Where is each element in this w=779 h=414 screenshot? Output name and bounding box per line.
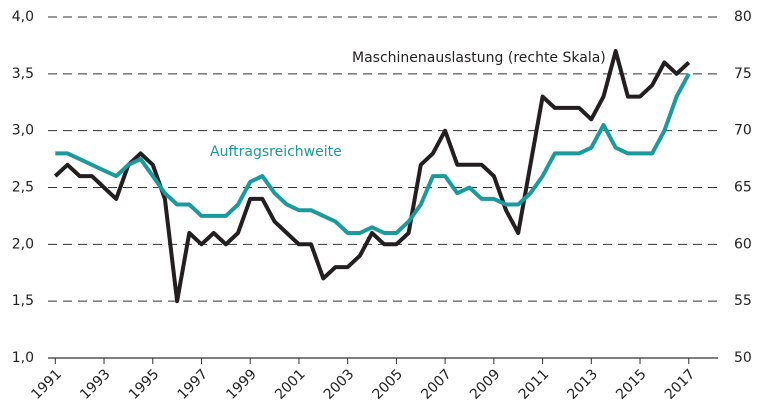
y-tick-label: 2,5	[12, 180, 34, 196]
x-tick-label: 2007	[418, 366, 455, 403]
x-tick-label: 2013	[564, 366, 601, 403]
y-tick-label: 1,5	[12, 293, 34, 309]
x-tick-label: 2015	[613, 366, 650, 403]
y-tick-label: 2,0	[12, 236, 34, 252]
x-tick-label: 1995	[126, 366, 163, 403]
y2-tick-label: 80	[734, 9, 752, 25]
x-tick-label: 2017	[662, 366, 699, 403]
x-tick-label: 1993	[77, 366, 114, 403]
y2-tick-label: 60	[734, 236, 752, 252]
y2-tick-label: 75	[734, 66, 752, 82]
y-tick-label: 3,0	[12, 123, 34, 139]
series-label: Maschinenauslastung (rechte Skala)	[352, 50, 606, 66]
x-tick-label: 2003	[321, 366, 358, 403]
y2-tick-label: 65	[734, 180, 752, 196]
series-line	[55, 72, 691, 235]
y-tick-label: 3,5	[12, 66, 34, 82]
y2-tick-label: 55	[734, 293, 752, 309]
x-tick-label: 1991	[28, 366, 65, 403]
series-line	[53, 49, 691, 304]
y-tick-label: 1,0	[12, 350, 34, 366]
x-tick-label: 2009	[467, 366, 504, 403]
series-label: Auftragsreichweite	[210, 144, 342, 160]
x-tick-label: 1999	[223, 366, 260, 403]
y-tick-label: 4,0	[12, 9, 34, 25]
y2-tick-label: 70	[734, 123, 752, 139]
x-tick-label: 1997	[175, 366, 212, 403]
x-tick-label: 2005	[370, 366, 407, 403]
y2-tick-label: 50	[734, 350, 752, 366]
x-tick-label: 2011	[516, 366, 553, 403]
x-tick-label: 2001	[272, 366, 309, 403]
